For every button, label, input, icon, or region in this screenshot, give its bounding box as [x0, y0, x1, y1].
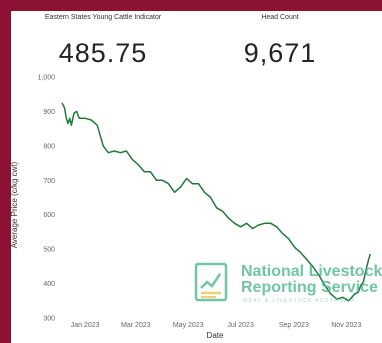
indicator-label: Eastern States Young Cattle Indicator	[44, 14, 162, 21]
y-tick-label: 1,000	[37, 75, 55, 82]
nlrs-watermark: National Livestock Reporting Service MEA…	[184, 262, 382, 318]
indicator-value: 485.75	[58, 38, 148, 68]
y-tick-label: 400	[43, 281, 55, 288]
y-axis-title: Average Price (c/kg cwt)	[10, 161, 19, 248]
x-tick-label: May 2023	[173, 322, 204, 329]
y-tick-label: 300	[43, 316, 55, 323]
report-chart-icon	[194, 262, 228, 302]
y-tick-label: 900	[43, 109, 55, 116]
head-count-value: 9,671	[243, 38, 317, 68]
watermark-line1: National Livestock	[241, 263, 382, 280]
x-axis: Jan 2023 Mar 2023 May 2023 Jul 2023 Sep 2023…	[71, 322, 362, 329]
y-tick-label: 500	[43, 247, 55, 254]
y-tick-label: 800	[43, 143, 55, 150]
y-tick-label: 600	[43, 212, 55, 219]
head-count-label: Head Count	[261, 14, 299, 21]
x-tick-label: Jan 2023	[71, 322, 100, 329]
x-tick-label: Jul 2023	[227, 322, 254, 329]
y-axis: 300 400 500 600 700 800 900 1,000	[37, 75, 55, 323]
x-axis-title: Date	[207, 331, 224, 340]
x-tick-label: Mar 2023	[121, 322, 151, 329]
watermark-line2: Reporting Service	[241, 279, 378, 296]
y-tick-label: 700	[43, 178, 55, 185]
x-tick-label: Sep 2023	[279, 322, 309, 329]
series-line[interactable]	[61, 102, 372, 302]
x-tick-label: Nov 2023	[331, 322, 361, 329]
watermark-subtitle: MEAT & LIVESTOCK AUSTRALIA	[243, 298, 356, 304]
